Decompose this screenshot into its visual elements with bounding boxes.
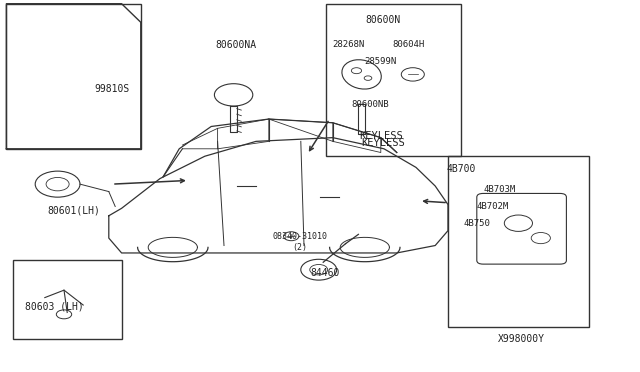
Text: 4B702M: 4B702M (477, 202, 509, 211)
Text: 99810S: 99810S (94, 84, 130, 94)
Text: 4B750: 4B750 (463, 219, 490, 228)
Text: 4B700: 4B700 (446, 164, 476, 174)
Text: X998000Y: X998000Y (498, 334, 545, 343)
Text: 80603 (LH): 80603 (LH) (25, 302, 84, 312)
Text: 28599N: 28599N (365, 57, 397, 66)
Text: 80604H: 80604H (392, 40, 424, 49)
Text: 80601(LH): 80601(LH) (47, 205, 100, 215)
Text: 80600N: 80600N (365, 16, 401, 25)
Text: 28268N: 28268N (333, 40, 365, 49)
Text: 4B703M: 4B703M (483, 185, 515, 194)
Text: 08340-31010
(2): 08340-31010 (2) (272, 232, 327, 251)
Text: KEYLESS: KEYLESS (359, 131, 403, 141)
Text: 80600NB: 80600NB (351, 100, 388, 109)
Text: 80600NA: 80600NA (215, 40, 256, 49)
Text: KEYLESS: KEYLESS (361, 138, 404, 148)
Text: 84460: 84460 (310, 269, 340, 278)
